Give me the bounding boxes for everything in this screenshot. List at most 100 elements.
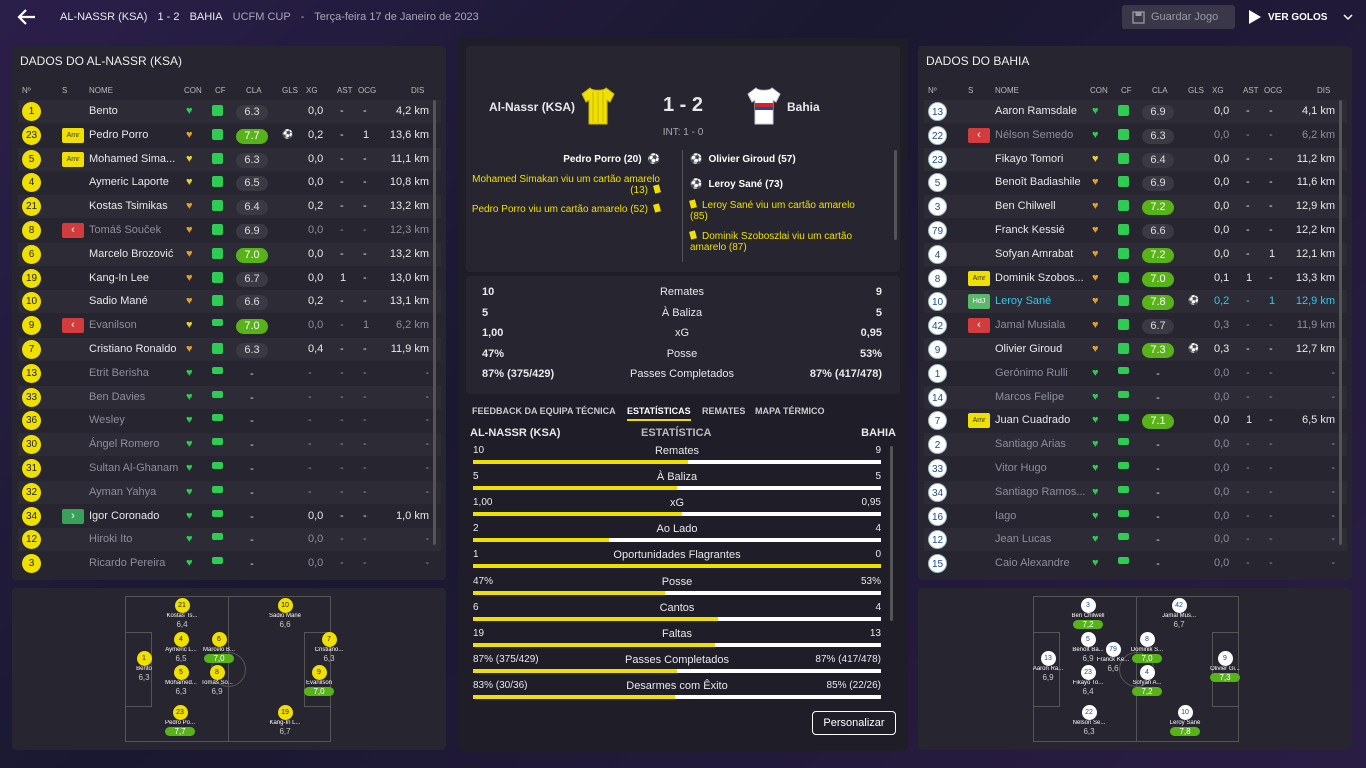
player-row[interactable]: 33 Ben Davies ♥ - - - - - (18, 385, 441, 409)
away-scrollbar[interactable] (1339, 100, 1342, 545)
player-name[interactable]: Bento (89, 105, 118, 117)
pitch-player[interactable]: 6 Marcelo B... 7,0 (194, 632, 244, 663)
column-header[interactable]: OCG (1264, 86, 1283, 95)
player-name[interactable]: Wesley (89, 414, 125, 427)
player-name[interactable]: Caio Alexandre (995, 557, 1070, 570)
player-name[interactable]: Juan Cuadrado (995, 414, 1071, 427)
pitch-player[interactable]: 10 Leroy Sané 7,8 (1160, 705, 1210, 736)
player-name[interactable]: Ben Davies (89, 390, 146, 403)
player-row[interactable]: 30 Ángel Romero ♥ - - - - - (18, 433, 441, 457)
pitch-player[interactable]: 13 Aaron Ra... 6,9 (1023, 651, 1073, 682)
stats-scrollbar[interactable] (890, 446, 893, 621)
player-name[interactable]: Iago (995, 509, 1017, 522)
player-name[interactable]: Santiago Arias (995, 438, 1066, 451)
home-scrollbar[interactable] (433, 100, 436, 545)
player-row[interactable]: 2 Santiago Arias ♥ - 0,0 - - - (924, 433, 1347, 457)
events-scrollbar[interactable] (894, 150, 897, 240)
pitch-player[interactable]: 4 Aymeric L... 6,5 (156, 632, 206, 663)
column-header[interactable]: AST (1243, 86, 1259, 95)
tab-heatmap[interactable]: MAPA TÉRMICO (755, 406, 825, 416)
player-row[interactable]: 12 Jean Lucas ♥ - 0,0 - - - (924, 528, 1347, 552)
player-row[interactable]: 1 Gerónimo Rulli ♥ - 0,0 - - - (924, 362, 1347, 385)
player-name[interactable]: Gerónimo Rulli (995, 366, 1068, 379)
player-name[interactable]: Marcelo Brozović (89, 247, 174, 260)
back-arrow-icon[interactable] (16, 6, 38, 28)
pitch-player[interactable]: 5 Benoît Ba... 6,9 (1063, 632, 1113, 663)
player-row[interactable]: 3 Ricardo Pereira ♥ - 0,0 - - - (18, 552, 441, 575)
player-row[interactable]: 10 HdJ Leroy Sané ♥ 7.8 ⚽ 0,2 - 1 12,9 km (924, 290, 1347, 314)
player-name[interactable]: Cristiano Ronaldo (89, 343, 177, 355)
player-name[interactable]: Franck Kessié (995, 224, 1065, 236)
column-header[interactable]: GLS (282, 86, 299, 95)
pitch-player[interactable]: 22 Nélson Se... 6,3 (1064, 705, 1114, 736)
player-row[interactable]: 9 Olivier Giroud ♥ 7.3 ⚽ 0,3 - - 12,7 km (924, 338, 1347, 361)
column-header[interactable]: AST (337, 86, 353, 95)
player-name[interactable]: Ayman Yahya (89, 485, 157, 498)
player-name[interactable]: Hiroki Ito (89, 533, 133, 546)
player-name[interactable]: Sultan Al-Ghanam (89, 462, 179, 474)
column-header[interactable]: CF (1121, 86, 1132, 95)
player-name[interactable]: Vitor Hugo (995, 462, 1047, 474)
player-name[interactable]: Olivier Giroud (995, 343, 1063, 355)
column-header[interactable]: CON (1090, 86, 1108, 95)
player-name[interactable]: Aymeric Laporte (89, 176, 169, 189)
player-row[interactable]: 10 Sadio Mané ♥ 6.6 0,2 - - 13,1 km (18, 290, 441, 314)
player-name[interactable]: Kang-In Lee (89, 271, 149, 284)
player-name[interactable]: Jean Lucas (995, 533, 1052, 546)
column-header[interactable]: S (968, 86, 974, 95)
column-header[interactable]: OCG (358, 86, 377, 95)
player-name[interactable]: Tomáš Souček (89, 224, 162, 236)
column-header[interactable]: Nº (928, 86, 937, 95)
column-header[interactable]: XG (1212, 86, 1224, 95)
player-name[interactable]: Kostas Tsimikas (89, 200, 168, 213)
column-header[interactable]: Nº (22, 86, 31, 95)
player-name[interactable]: Marcos Felipe (995, 390, 1065, 403)
pitch-player[interactable]: 10 Sadio Mané 6,6 (260, 598, 310, 629)
pitch-player[interactable]: 23 Pedro Po... 7,7 (155, 705, 205, 736)
player-row[interactable]: 22 ‹ Nélson Semedo ♥ 6.3 0,0 - - 6,2 km (924, 124, 1347, 147)
player-row[interactable]: 13 Aaron Ramsdale ♥ 6.9 0,0 - - 4,1 km (924, 100, 1347, 123)
player-row[interactable]: 5 Amr Mohamed Sima... ♥ 6.3 0,0 - - 11,1 km (18, 147, 441, 171)
player-row[interactable]: 8 ‹ Tomáš Souček ♥ 6.9 0,0 - - 12,3 km (18, 219, 441, 242)
player-row[interactable]: 13 Etrit Berisha ♥ - - - - - (18, 362, 441, 385)
player-name[interactable]: Sadio Mané (89, 295, 148, 308)
tab-feedback[interactable]: FEEDBACK DA EQUIPA TÉCNICA (472, 406, 616, 416)
pitch-player[interactable]: 1 Bento 6,3 (119, 651, 169, 682)
tab-shots[interactable]: REMATES (702, 406, 746, 416)
customize-button[interactable]: Personalizar (812, 711, 896, 735)
pitch-player[interactable]: 3 Ben Chilwell 7,2 (1063, 598, 1113, 629)
pitch-player[interactable]: 8 Tomáš So... 6,9 (192, 665, 242, 696)
player-name[interactable]: Pedro Porro (89, 128, 149, 141)
player-row[interactable]: 6 Marcelo Brozović ♥ 7.0 0,0 - - 13,2 km (18, 242, 441, 266)
view-goals-button[interactable]: VER GOLOS (1248, 5, 1353, 29)
tab-stats[interactable]: ESTATÍSTICAS (627, 406, 691, 421)
player-row[interactable]: 23 Amr Pedro Porro ♥ 7.7 ⚽ 0,2 - 1 13,6 km (18, 124, 441, 147)
column-header[interactable]: NOME (995, 86, 1019, 95)
player-row[interactable]: 34 Santiago Ramos... ♥ - 0,0 - - - (924, 480, 1347, 504)
player-name[interactable]: Evanilson (89, 319, 137, 332)
column-header[interactable]: CON (184, 86, 202, 95)
player-name[interactable]: Ben Chilwell (995, 200, 1056, 213)
player-row[interactable]: 33 Vitor Hugo ♥ - 0,0 - - - (924, 457, 1347, 480)
pitch-player[interactable]: 23 Fikayo To... 6,4 (1063, 665, 1113, 696)
player-row[interactable]: 14 Marcos Felipe ♥ - 0,0 - - - (924, 385, 1347, 409)
column-header[interactable]: DIS (1317, 86, 1331, 95)
player-name[interactable]: Mohamed Sima... (89, 152, 176, 165)
player-name[interactable]: Nélson Semedo (995, 128, 1074, 141)
player-row[interactable]: 16 Iago ♥ - 0,0 - - - (924, 505, 1347, 528)
pitch-player[interactable]: 7 Cristiano... 6,3 (304, 632, 354, 663)
player-name[interactable]: Sofyan Amrabat (995, 247, 1074, 260)
player-row[interactable]: 31 Sultan Al-Ghanam ♥ - - - - - (18, 457, 441, 480)
player-row[interactable]: 42 ‹ Jamal Musiala ♥ 6.7 0,3 - - 11,9 km (924, 314, 1347, 337)
player-name[interactable]: Santiago Ramos... (995, 485, 1086, 498)
player-row[interactable]: 23 Fikayo Tomori ♥ 6.4 0,0 - - 11,2 km (924, 147, 1347, 171)
player-row[interactable]: 7 Amr Juan Cuadrado ♥ 7.1 0,0 1 - 6,5 km (924, 409, 1347, 432)
player-row[interactable]: 34 › Igor Coronado ♥ - 0,0 - - 1,0 km (18, 505, 441, 528)
player-row[interactable]: 15 Caio Alexandre ♥ - 0,0 - - - (924, 552, 1347, 575)
pitch-player[interactable]: 9 Olivier Gi... 7,3 (1200, 651, 1250, 682)
player-row[interactable]: 8 Amr Dominik Szobos... ♥ 7.0 0,1 1 - 13,3 km (924, 267, 1347, 290)
player-row[interactable]: 32 Ayman Yahya ♥ - - - - - (18, 480, 441, 504)
pitch-player[interactable]: 8 Dominik S... 7,0 (1122, 632, 1172, 663)
player-name[interactable]: Benoît Badiashile (995, 176, 1081, 189)
pitch-player[interactable]: 79 Franck Ke... 6,6 (1088, 642, 1138, 673)
